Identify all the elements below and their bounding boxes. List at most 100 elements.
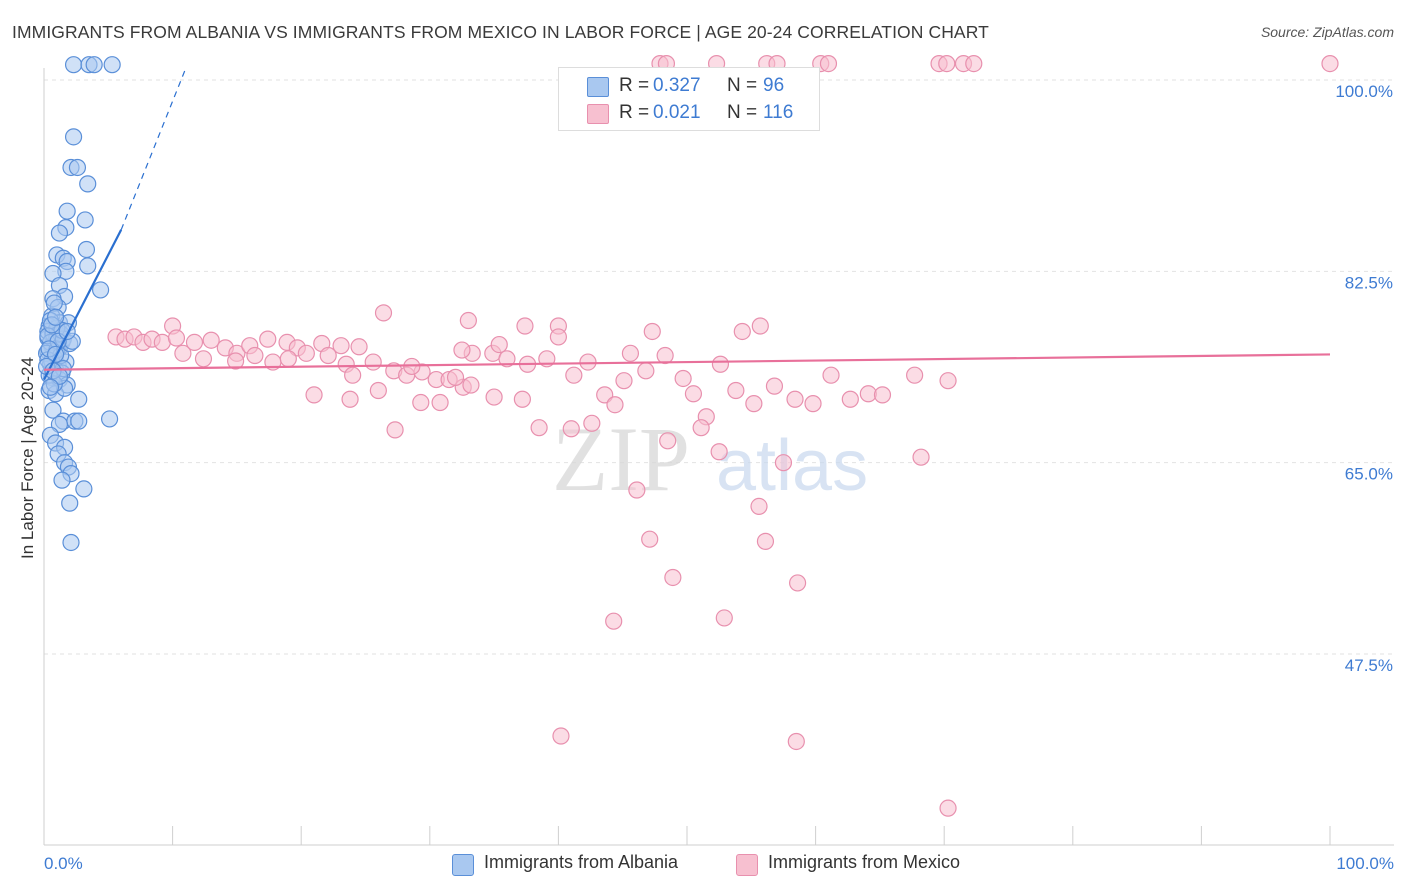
mexico-point <box>202 331 220 349</box>
mexico-point <box>194 350 213 368</box>
mexico-point <box>498 350 516 368</box>
albania-trend-extension <box>120 68 187 231</box>
n-label: N = <box>727 75 758 96</box>
mexico-point <box>549 328 568 346</box>
legend-label-albania: Immigrants from Albania <box>484 852 679 872</box>
mexico-point <box>745 395 763 413</box>
x-tick-label-min: 0.0% <box>44 854 83 873</box>
trend-layer <box>43 68 1331 381</box>
mexico-point <box>462 376 480 394</box>
mexico-point <box>727 381 745 400</box>
n-value: 116 <box>763 102 794 123</box>
mexico-point <box>822 366 840 384</box>
mexico-point <box>341 390 359 408</box>
mexico-point <box>516 317 534 335</box>
albania-point <box>77 240 96 259</box>
y-tick-label: 82.5% <box>1345 273 1393 292</box>
mexico-point <box>804 395 822 413</box>
mexico-point <box>453 341 471 359</box>
mexico-point <box>912 448 930 466</box>
mexico-point <box>788 574 807 592</box>
mexico-point <box>939 799 957 817</box>
mexico-legend-swatch <box>736 854 758 876</box>
mexico-point <box>565 366 583 384</box>
mexico-point <box>715 609 733 627</box>
mexico-point <box>305 386 323 404</box>
mexico-point <box>641 530 659 548</box>
watermark-atlas: atlas <box>716 426 868 506</box>
mexico-point <box>710 443 728 461</box>
mexico-point <box>643 322 661 341</box>
albania-point <box>58 202 76 220</box>
mexico-point <box>774 454 793 472</box>
mexico-point <box>692 419 710 437</box>
albania-point <box>46 308 65 326</box>
r-label: R = <box>619 75 650 96</box>
albania-point <box>85 56 103 74</box>
albania-point <box>64 56 83 74</box>
albania-point <box>75 480 93 498</box>
mexico-point <box>167 329 186 347</box>
albania-point <box>103 56 121 74</box>
albania-trend-line <box>43 229 123 381</box>
legend-label-mexico: Immigrants from Mexico <box>768 852 961 872</box>
mexico-point <box>246 346 264 365</box>
mexico-point <box>656 346 674 365</box>
albania-point <box>45 294 63 312</box>
mexico-point <box>621 344 640 362</box>
mexico-point <box>606 396 624 414</box>
mexico-trend-line <box>43 353 1331 371</box>
mexico-point <box>659 432 677 450</box>
mexico-point <box>786 390 804 408</box>
r-value: 0.021 <box>653 102 701 123</box>
mexico-point <box>819 54 838 73</box>
mexico-point <box>530 419 548 437</box>
albania-point <box>68 158 87 177</box>
mexico-point <box>664 568 682 587</box>
mexico-point <box>485 388 503 406</box>
tick-label-layer: 47.5% 65.0% 82.5% 100.0% 0.0% 100.0% <box>44 82 1394 873</box>
mexico-swatch <box>587 104 609 124</box>
mexico-point <box>841 390 859 408</box>
mexico-point <box>369 381 387 400</box>
mexico-point <box>1321 54 1339 73</box>
stats-legend-row-albania: R = 0.327 N = 96 <box>559 74 819 100</box>
points-mexico <box>107 54 1339 817</box>
mexico-point <box>259 330 277 348</box>
mexico-point <box>562 420 580 438</box>
mexico-point <box>939 372 957 390</box>
mexico-point <box>605 612 623 630</box>
mexico-point <box>684 385 703 403</box>
mexico-point <box>490 335 508 354</box>
mexico-point <box>431 393 449 412</box>
mexico-point <box>364 353 382 371</box>
mexico-point <box>615 372 633 390</box>
mexico-point <box>965 54 983 73</box>
y-tick-label: 47.5% <box>1345 656 1393 675</box>
mexico-point <box>279 350 297 368</box>
mexico-point <box>583 414 601 432</box>
mexico-point <box>350 338 368 356</box>
mexico-point <box>332 337 350 355</box>
mexico-point <box>674 369 692 388</box>
mexico-point <box>344 366 362 384</box>
albania-point <box>44 401 62 419</box>
n-label: N = <box>727 102 758 123</box>
r-label: R = <box>619 102 650 123</box>
mexico-point <box>174 344 192 362</box>
mexico-point <box>374 304 393 322</box>
mexico-point <box>153 333 171 351</box>
watermark: ZIP atlas <box>552 408 868 510</box>
y-tick-label: 100.0% <box>1335 82 1393 101</box>
mexico-point <box>751 317 769 335</box>
r-value: 0.327 <box>653 75 701 96</box>
mexico-point <box>906 366 924 384</box>
mexico-point <box>513 390 531 408</box>
mexico-point <box>412 393 430 412</box>
albania-point <box>61 494 79 512</box>
stats-legend-row-mexico: R = 0.021 N = 116 <box>559 101 819 127</box>
mexico-point <box>711 355 730 373</box>
mexico-point <box>386 421 404 439</box>
mexico-point <box>579 353 597 371</box>
